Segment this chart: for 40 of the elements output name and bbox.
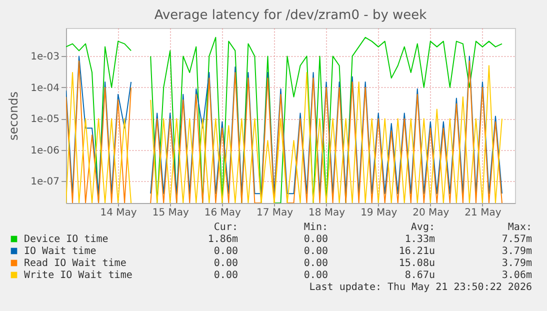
text: 3.79m [502, 246, 532, 257]
text: Max: [508, 222, 532, 233]
text: 16.21u [398, 246, 435, 257]
y-tick-label: 1e-04 [30, 82, 60, 94]
legend-label: Device IO time [24, 234, 108, 245]
text: Last update: Thu May 21 23:50:22 2026 [309, 282, 532, 293]
text: 1.33m [404, 234, 435, 245]
legend-label: Write IO Wait time [24, 270, 132, 281]
text: 3.06m [502, 270, 532, 281]
text: Min: [304, 222, 328, 233]
x-tick-label: 19 May [360, 208, 398, 218]
text: 0.00 [214, 246, 238, 257]
text: Cur: [214, 222, 238, 233]
chart-title: Average latency for /dev/zram0 - by week [154, 8, 428, 23]
text: 0.00 [304, 258, 328, 269]
text: 0.00 [214, 258, 238, 269]
x-tick-label: 14 May [100, 208, 137, 218]
text: 3.79m [502, 258, 532, 269]
y-axis-title: seconds [6, 91, 21, 141]
text: 0.00 [214, 270, 238, 281]
text: 0.00 [304, 270, 328, 281]
x-tick-label: 21 May [464, 208, 502, 218]
x-tick-label: 18 May [308, 208, 346, 218]
x-tick-label: 20 May [412, 208, 450, 218]
y-tick-label: 1e-06 [30, 145, 60, 156]
legend-label: Read IO Wait time [24, 258, 126, 269]
text: 8.67u [404, 270, 435, 281]
x-tick-label: 16 May [204, 208, 242, 218]
text: Avg: [410, 222, 435, 233]
y-tick-label: 1e-07 [30, 176, 60, 188]
legend-label: IO Wait time [24, 246, 96, 257]
text: 0.00 [304, 246, 328, 257]
y-tick-label: 1e-03 [30, 52, 60, 63]
x-tick-label: 15 May [152, 208, 189, 218]
text: 15.08u [398, 258, 435, 269]
text: 0.00 [304, 234, 328, 245]
text: 1.86m [208, 234, 238, 245]
y-tick-label: 1e-05 [30, 114, 60, 126]
x-tick-label: 17 May [256, 208, 294, 218]
text: 7.57m [502, 234, 532, 245]
